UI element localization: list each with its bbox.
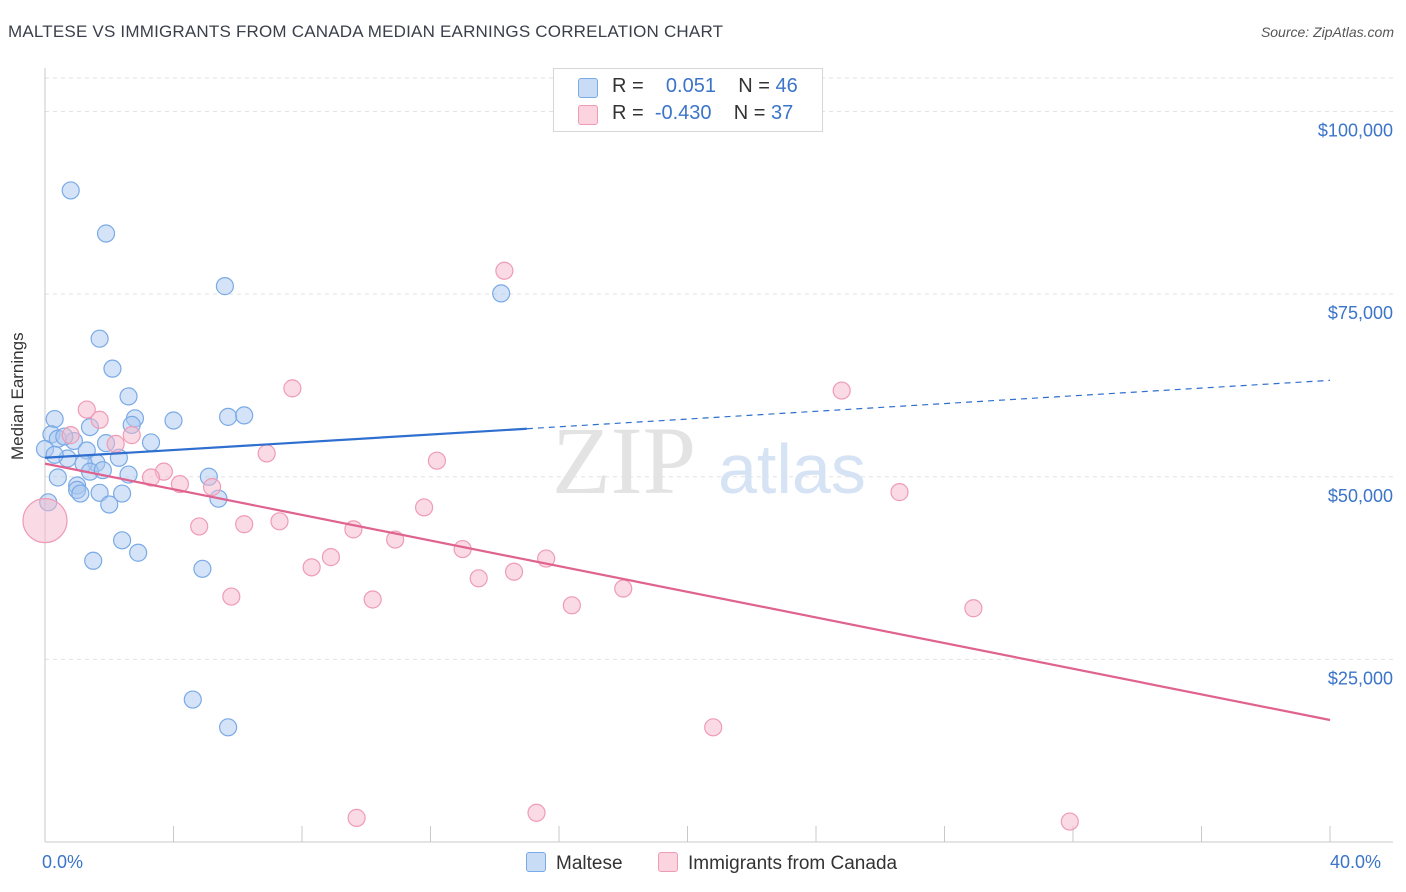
data-point xyxy=(90,483,109,502)
data-point xyxy=(219,718,238,737)
data-point xyxy=(96,224,116,243)
data-point xyxy=(414,498,434,517)
source-label: Source: ZipAtlas.com xyxy=(1260,24,1394,40)
data-point xyxy=(190,517,209,536)
data-point xyxy=(215,277,234,296)
data-point xyxy=(112,484,132,503)
data-point xyxy=(129,543,148,562)
data-point xyxy=(84,551,103,570)
correlation-legend: R = 0.051 N = 46 R = -0.430 N = 37 xyxy=(553,68,823,132)
data-point xyxy=(119,387,138,406)
data-points xyxy=(22,181,1079,831)
data-point xyxy=(1060,812,1079,831)
data-point xyxy=(22,497,68,544)
legend-swatch-canada xyxy=(578,105,598,125)
y-tick-label: $75,000 xyxy=(1328,303,1393,323)
data-point xyxy=(527,803,546,822)
data-point xyxy=(77,400,96,419)
data-point xyxy=(427,451,447,470)
data-point xyxy=(122,426,141,445)
n-value: 46 xyxy=(775,75,798,97)
data-point xyxy=(504,562,524,581)
data-point xyxy=(61,181,80,200)
n-label: N = xyxy=(738,75,770,97)
x-axis-max-label: 40.0% xyxy=(1330,852,1382,872)
trend-line-extension xyxy=(526,379,1331,430)
bottom-legend-swatch-maltese xyxy=(526,852,546,872)
n-value: 37 xyxy=(771,102,794,124)
data-point xyxy=(141,468,161,487)
n-label: N = xyxy=(733,102,766,124)
trend-line xyxy=(44,462,1331,722)
chart-title: MALTESE VS IMMIGRANTS FROM CANADA MEDIAN… xyxy=(8,22,724,41)
bottom-legend-label: Maltese xyxy=(556,853,623,874)
data-point xyxy=(45,409,64,429)
data-point xyxy=(832,381,851,400)
data-point xyxy=(48,468,67,487)
y-tick-labels: $25,000 $50,000 $75,000 $100,000 xyxy=(1318,121,1393,689)
bottom-legend-swatch-canada xyxy=(658,852,678,872)
data-point xyxy=(202,477,222,497)
bottom-legend-maltese: Maltese xyxy=(526,852,623,875)
data-point xyxy=(141,433,161,452)
data-point xyxy=(302,558,321,577)
y-tick-label: $25,000 xyxy=(1328,668,1393,688)
legend-text: R = -0.430 N = 37 xyxy=(612,102,793,125)
trend-line xyxy=(44,427,527,459)
y-tick-label: $100,000 xyxy=(1318,121,1393,141)
data-point xyxy=(257,444,276,463)
legend-swatch-maltese xyxy=(578,78,598,98)
data-point xyxy=(219,407,238,426)
data-point xyxy=(45,445,64,464)
data-point xyxy=(347,808,366,827)
data-point xyxy=(90,410,109,429)
watermark-atlas: atlas xyxy=(718,430,866,508)
data-point xyxy=(235,515,254,534)
y-tick-label: $50,000 xyxy=(1328,486,1393,506)
data-point xyxy=(890,483,909,502)
data-point xyxy=(363,590,382,609)
r-value: 0.051 xyxy=(665,75,716,97)
data-point xyxy=(321,548,341,567)
y-axis-label: Median Earnings xyxy=(8,332,27,460)
data-point xyxy=(61,426,80,445)
r-value: -0.430 xyxy=(654,102,712,124)
r-label: R = xyxy=(612,75,644,97)
data-point xyxy=(469,569,488,588)
r-label: R = xyxy=(612,102,644,124)
data-point xyxy=(614,579,633,598)
legend-text: R = 0.051 N = 46 xyxy=(612,75,798,98)
bottom-legend-canada: Immigrants from Canada xyxy=(658,852,897,875)
data-point xyxy=(562,596,581,615)
data-point xyxy=(170,474,190,494)
data-point xyxy=(106,434,125,453)
data-point xyxy=(222,587,241,606)
data-point xyxy=(495,261,514,280)
data-point xyxy=(71,484,90,503)
data-point xyxy=(492,284,511,303)
data-point xyxy=(100,495,119,514)
trend-lines xyxy=(44,379,1331,722)
data-point xyxy=(964,599,983,618)
bottom-legend-label: Immigrants from Canada xyxy=(688,853,898,874)
data-point xyxy=(283,379,302,398)
watermark: ZIP atlas xyxy=(552,407,866,514)
data-point xyxy=(270,512,289,531)
data-point xyxy=(112,531,132,550)
data-point xyxy=(90,329,109,348)
data-point xyxy=(183,690,202,709)
data-point xyxy=(103,359,122,378)
watermark-zip: ZIP xyxy=(552,407,696,514)
data-point xyxy=(193,559,212,578)
data-point xyxy=(164,411,183,430)
data-point xyxy=(235,406,254,425)
x-axis-min-label: 0.0% xyxy=(42,852,84,872)
data-point xyxy=(704,718,723,737)
gridlines xyxy=(45,77,1393,660)
